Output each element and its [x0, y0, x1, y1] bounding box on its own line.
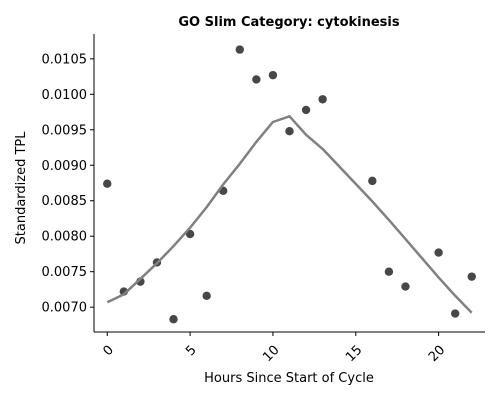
scatter-point: [252, 75, 261, 84]
scatter-point: [301, 105, 311, 115]
x-tick-label: 20: [426, 343, 448, 365]
trend-line: [106, 115, 473, 314]
scatter-point: [450, 309, 460, 318]
scatter-point: [185, 229, 195, 239]
scatter-point: [268, 70, 278, 80]
plot-area: [103, 45, 476, 324]
scatter-point: [103, 179, 112, 188]
y-ticks: 0.0070 0.0075 0.0080 0.0085 0.0090 0.0095 0.01…: [42, 52, 94, 316]
y-tick-label: 0.0100: [42, 88, 88, 103]
x-tick-label: 0: [100, 343, 116, 359]
y-tick-label: 0.0070: [42, 301, 88, 316]
y-tick-label: 0.0080: [42, 230, 88, 245]
chart-title: GO Slim Category: cytokinesis: [178, 15, 399, 30]
scatter-point: [467, 272, 476, 281]
y-axis-label: Standardized TPL: [14, 131, 29, 245]
scatter-point: [384, 267, 394, 276]
x-tick-label: 15: [343, 343, 365, 365]
scatter-point: [434, 248, 443, 257]
y-tick-label: 0.0075: [42, 265, 88, 280]
y-tick-label: 0.0085: [42, 194, 88, 209]
x-tick-label: 5: [183, 343, 199, 359]
y-tick-label: 0.0090: [42, 159, 88, 174]
scatter-point: [169, 315, 178, 324]
scatter-point: [401, 282, 410, 291]
scatter-point: [318, 95, 327, 104]
scatter-point: [285, 127, 294, 136]
y-tick-label: 0.0095: [42, 123, 88, 138]
x-axis-label: Hours Since Start of Cycle: [204, 371, 374, 386]
scatter-point: [235, 45, 244, 54]
y-tick-label: 0.0105: [42, 52, 88, 67]
scatter-point: [368, 176, 377, 186]
scatter-point: [202, 291, 211, 301]
x-tick-label: 10: [260, 343, 282, 365]
x-ticks: 0 5 10 15 20: [100, 332, 448, 365]
